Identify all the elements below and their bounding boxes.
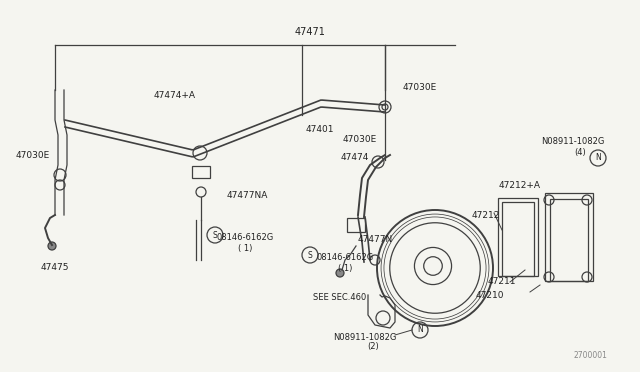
Text: 47030E: 47030E [16, 151, 50, 160]
Text: 47212+A: 47212+A [499, 180, 541, 189]
Text: N: N [595, 154, 601, 163]
Bar [550, 199, 588, 281]
Text: 47030E: 47030E [403, 83, 437, 93]
Circle shape [336, 269, 344, 277]
Text: 47471: 47471 [294, 27, 325, 37]
Bar [545, 193, 593, 281]
Text: 08146-6162G: 08146-6162G [316, 253, 374, 263]
Text: 47474+A: 47474+A [154, 90, 196, 99]
Text: N: N [417, 326, 423, 334]
Text: 2700001: 2700001 [573, 350, 607, 359]
Circle shape [48, 242, 56, 250]
Text: N08911-1082G: N08911-1082G [541, 138, 605, 147]
Text: 47475: 47475 [41, 263, 69, 273]
Text: (2): (2) [367, 343, 379, 352]
Text: S: S [308, 250, 312, 260]
Text: (4): (4) [574, 148, 586, 157]
Bar [347, 218, 365, 232]
Text: S: S [212, 231, 218, 240]
Text: 47210: 47210 [476, 291, 504, 299]
Text: 47030E: 47030E [343, 135, 377, 144]
Text: 08146-6162G: 08146-6162G [216, 234, 274, 243]
Text: 47401: 47401 [306, 125, 334, 135]
Text: 47211: 47211 [488, 278, 516, 286]
Bar [502, 202, 534, 276]
Bar [192, 166, 210, 178]
Text: 47212: 47212 [472, 211, 500, 219]
Bar [498, 198, 538, 276]
Text: ( 1): ( 1) [238, 244, 252, 253]
Text: ( 1): ( 1) [338, 264, 352, 273]
Text: 47477NA: 47477NA [227, 190, 268, 199]
Text: SEE SEC.460: SEE SEC.460 [314, 294, 367, 302]
Text: N08911-1082G: N08911-1082G [333, 333, 397, 341]
Text: 47474: 47474 [341, 154, 369, 163]
Text: 47477N: 47477N [357, 235, 392, 244]
